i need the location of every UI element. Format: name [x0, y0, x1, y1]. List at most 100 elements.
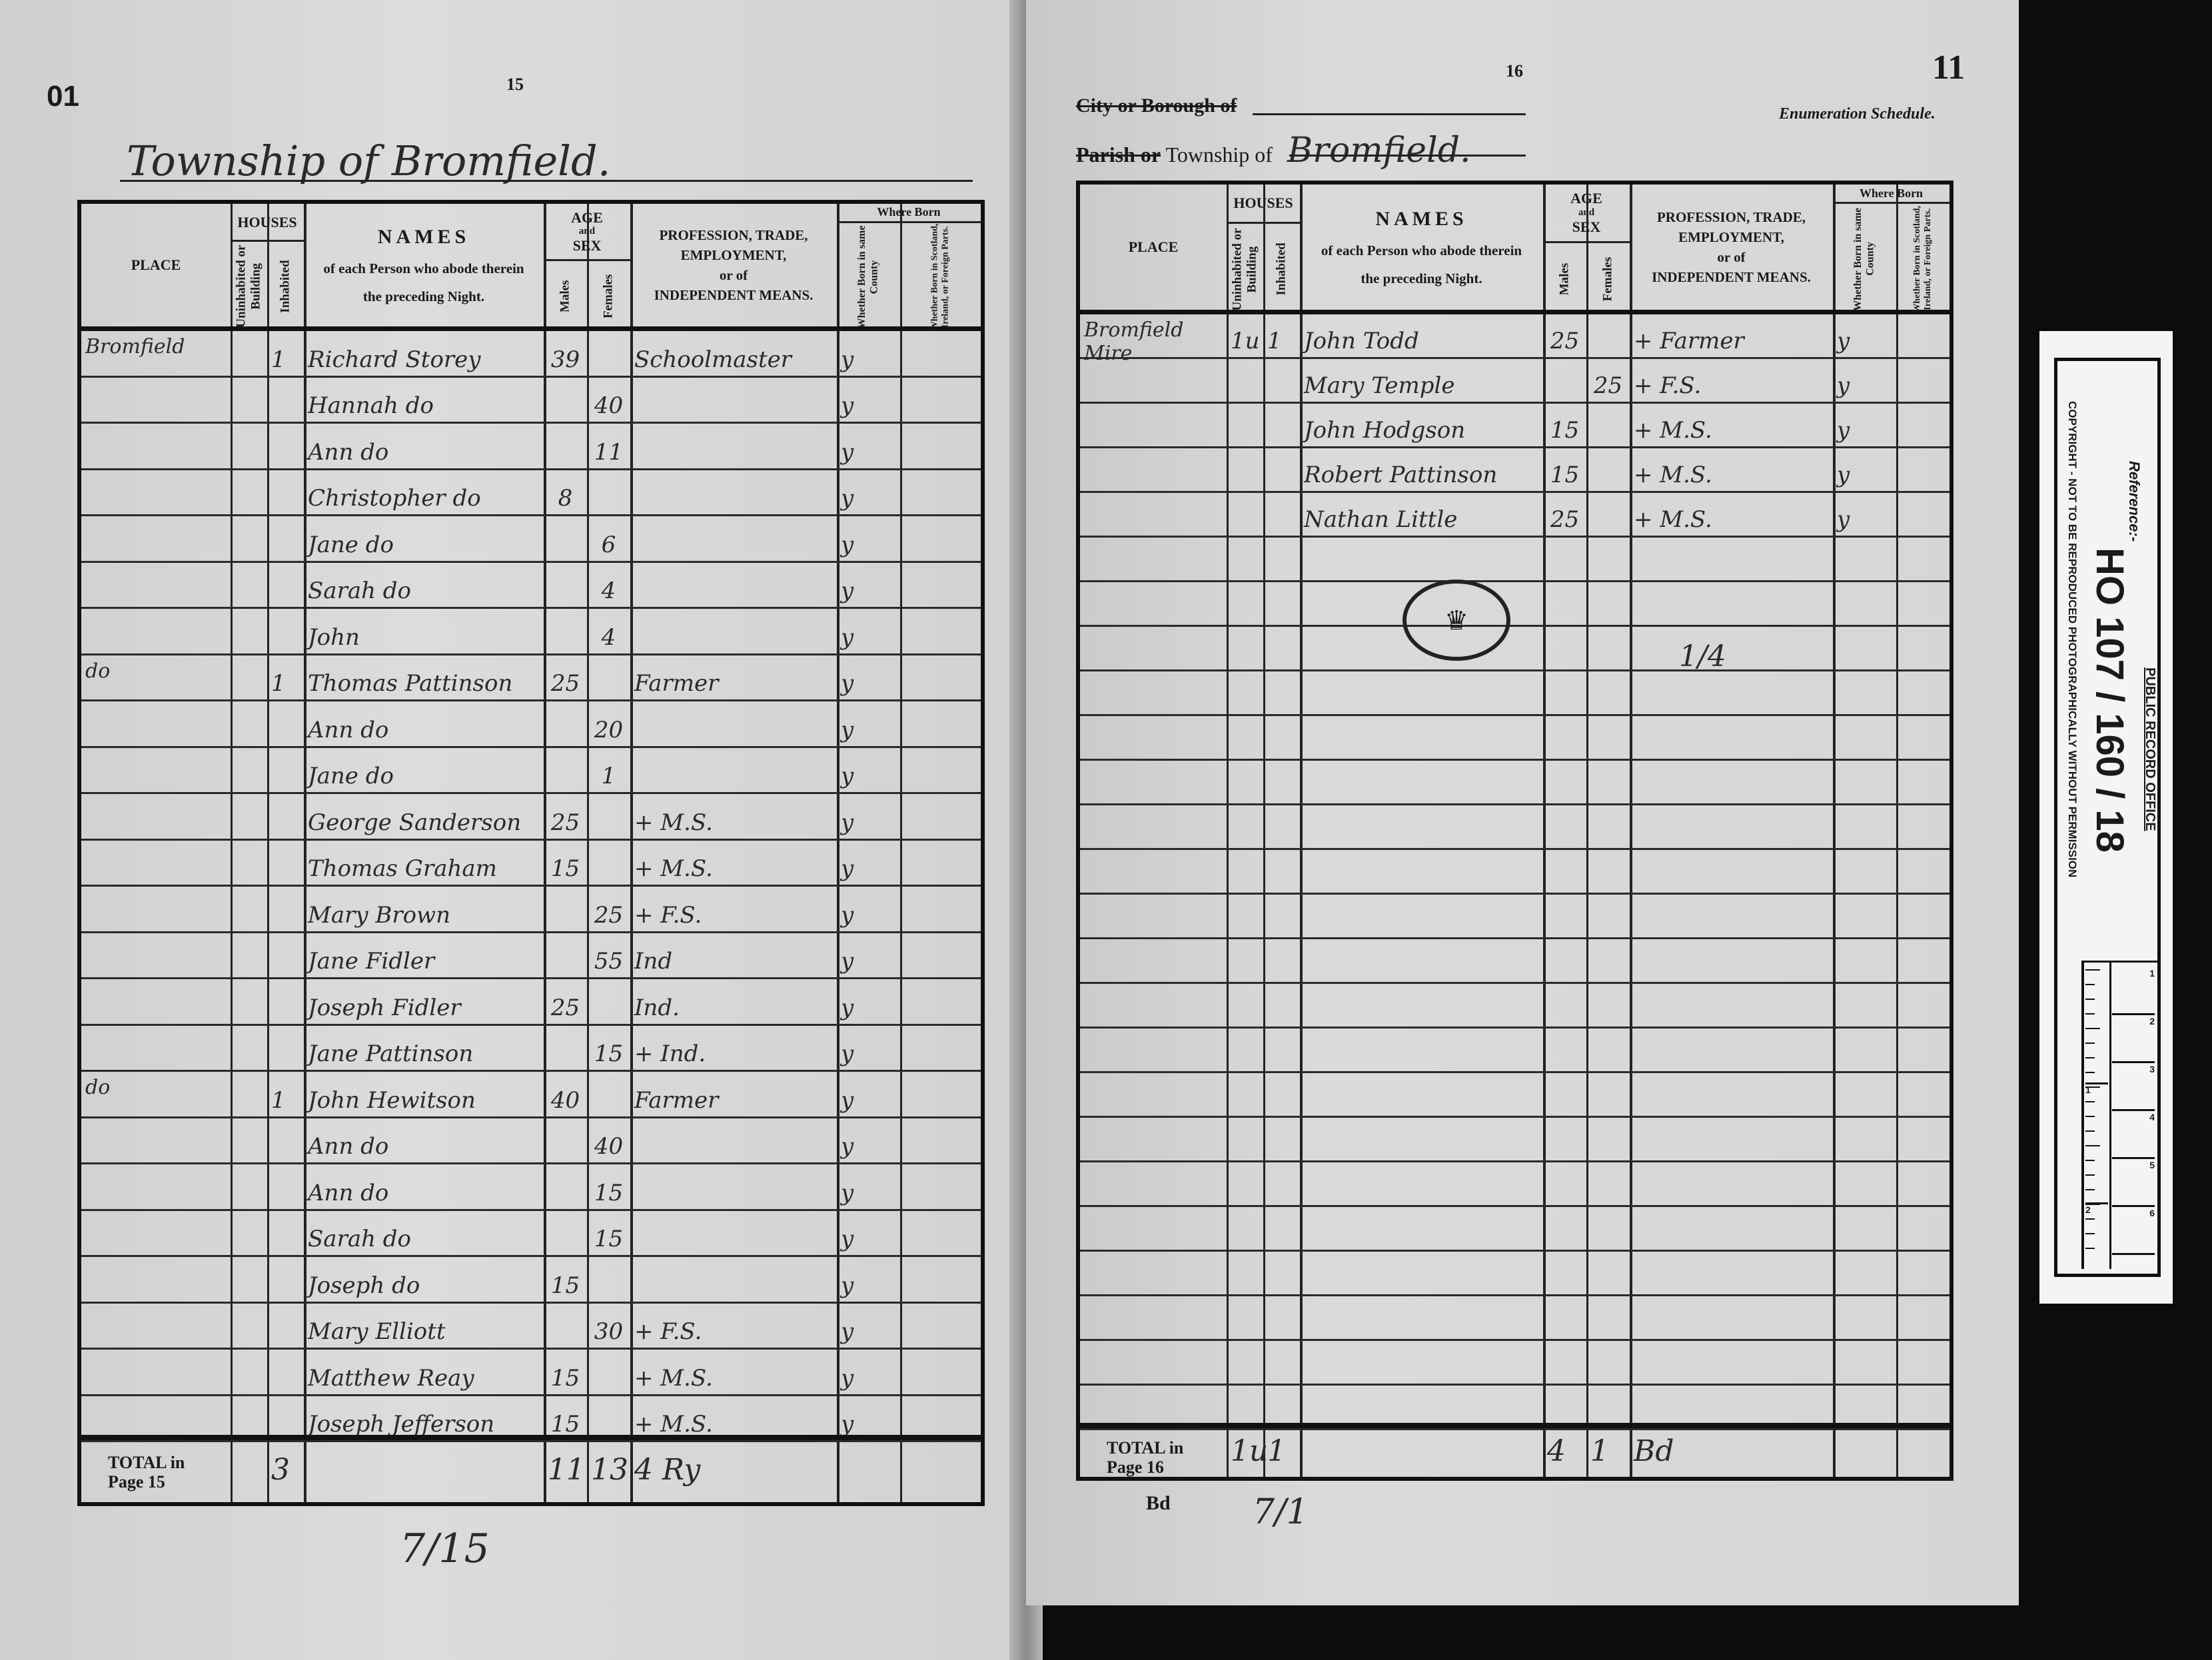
cell-profession: Farmer — [634, 1086, 719, 1114]
table-row: Jane Pattinson 15 + Ind. y — [81, 1026, 981, 1072]
reference-card-frame: Reference:- HO 107 / 160 / 18 PUBLIC REC… — [2054, 358, 2161, 1277]
empty-row — [1080, 895, 1949, 939]
cell-unin — [231, 378, 267, 422]
footer-note: 7/1 — [1253, 1492, 1309, 1532]
cell-county: y — [841, 1318, 854, 1345]
cell-name: John Todd — [1304, 328, 1419, 354]
cell-females — [587, 1396, 630, 1441]
cell-males — [544, 1118, 587, 1163]
total-inh: 3 — [271, 1453, 290, 1487]
cell-unin — [231, 1257, 267, 1302]
scale-cm-mark: 2 — [2112, 1016, 2155, 1063]
header-inhabited: Inhabited — [1274, 242, 1289, 296]
cell-unin — [231, 1072, 267, 1116]
column-divider — [1630, 185, 1632, 1477]
cell-inh — [267, 1118, 304, 1163]
empty-row — [1080, 1207, 1949, 1252]
cell-males — [544, 1304, 587, 1348]
cell-females: 55 — [594, 948, 624, 975]
margin-note: 1/4 — [1679, 639, 1726, 673]
cell-place — [81, 1026, 231, 1070]
cell-county: y — [841, 1364, 854, 1392]
cell-females — [1586, 314, 1630, 357]
cell-unin — [231, 1164, 267, 1209]
cell-foreign — [900, 1072, 981, 1116]
footer-bd: Bd — [1146, 1492, 1171, 1514]
cell-males: 15 — [550, 1364, 580, 1392]
cell-inh — [267, 1026, 304, 1070]
empty-row — [1080, 939, 1949, 984]
cell-profession: + Ind. — [634, 1040, 706, 1067]
cell-foreign — [900, 516, 981, 561]
cell-county: y — [841, 485, 854, 512]
cell-name: Ann do — [308, 438, 389, 466]
cell-females — [1586, 448, 1630, 491]
total-profession: Bd — [1634, 1434, 1674, 1468]
cell-males: 15 — [550, 1272, 580, 1299]
cell-profession — [630, 701, 837, 746]
cell-profession — [630, 748, 837, 793]
cell-name: Sarah do — [308, 1226, 412, 1252]
column-divider — [630, 204, 633, 1502]
cell-unin — [231, 887, 267, 931]
totals-label-line1: TOTAL in — [1107, 1438, 1184, 1458]
cell-males: 8 — [558, 485, 573, 512]
folio-number: 11 — [1932, 49, 1965, 87]
names-title: NAMES — [1375, 207, 1468, 230]
table-row: Bromfield Mire 1u 1 John Todd 25 + Farmer y — [1080, 314, 1949, 365]
cell-name: Sarah do — [308, 578, 412, 604]
empty-row — [1080, 850, 1949, 895]
page-number: 15 — [506, 75, 524, 94]
cell-females — [587, 470, 630, 515]
cell-profession: + M.S. — [1634, 506, 1712, 533]
names-subtitle: of each Person who abode therein — [323, 260, 524, 277]
cell-name: Mary Brown — [308, 901, 451, 929]
cell-males: 25 — [1550, 506, 1580, 533]
header-houses: HOUSES — [231, 204, 304, 242]
cell-males: 15 — [1550, 462, 1580, 488]
profession-label: EMPLOYMENT, — [1678, 228, 1784, 245]
cell-county: y — [841, 716, 854, 743]
table-row: Robert Pattinson 15 + M.S. y — [1080, 448, 1949, 493]
table-row: Matthew Reay 15 + M.S. y — [81, 1350, 981, 1396]
cell-foreign — [900, 1257, 981, 1302]
scale-tick — [2085, 1072, 2095, 1073]
public-record-office-stamp: ♛ — [1402, 580, 1510, 661]
cell-unin — [231, 470, 267, 515]
cell-males — [544, 1164, 587, 1209]
cell-foreign — [900, 331, 981, 376]
cell-males — [544, 424, 587, 468]
table-row: Ann do 20 y — [81, 701, 981, 748]
table-row: Sarah do 4 y — [81, 563, 981, 609]
table-row: Mary Brown 25 + F.S. y — [81, 887, 981, 933]
cell-unin — [231, 748, 267, 793]
total-males: 11 — [548, 1453, 585, 1487]
column-divider — [267, 204, 269, 1502]
total-inh: 1 — [1267, 1434, 1286, 1468]
cell-foreign — [900, 655, 981, 700]
table-row: Mary Temple 25 + F.S. y — [1080, 359, 1949, 404]
cell-foreign — [900, 1396, 981, 1441]
cell-profession — [630, 1257, 837, 1302]
cell-name: Christopher do — [308, 485, 481, 512]
cell-males: 15 — [550, 855, 580, 882]
cell-unin — [231, 841, 267, 885]
cell-profession: + Farmer — [1634, 328, 1744, 354]
cell-unin — [231, 1396, 267, 1441]
cell-name: Joseph do — [308, 1272, 420, 1299]
cell-profession — [630, 516, 837, 561]
cell-inh — [267, 841, 304, 885]
names-subtitle: of each Person who abode therein — [1321, 242, 1522, 259]
copyright-notice: COPYRIGHT - NOT TO BE REPRODUCED PHOTOGR… — [2066, 401, 2079, 878]
table-row: Bromfield 1 Richard Storey 39 Schoolmaster y — [81, 331, 981, 378]
cell-county: y — [841, 1040, 854, 1067]
table-row: Ann do 40 y — [81, 1118, 981, 1164]
cell-name: Matthew Reay — [308, 1364, 474, 1392]
scale-cm-mark: 5 — [2112, 1160, 2155, 1207]
table-row: do 1 Thomas Pattinson 25 Farmer y — [81, 655, 981, 701]
cell-county: y — [841, 763, 854, 789]
cell-inh — [1263, 404, 1300, 446]
cell-profession: + M.S. — [634, 855, 713, 882]
cell-place — [81, 748, 231, 793]
